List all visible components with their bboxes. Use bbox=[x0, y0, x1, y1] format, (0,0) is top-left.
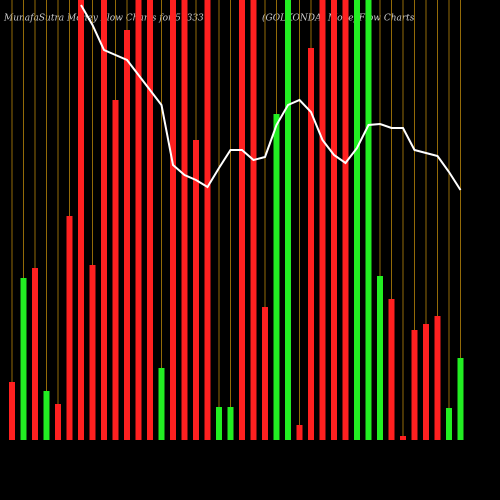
bar bbox=[308, 48, 314, 440]
bar bbox=[262, 307, 268, 440]
bar bbox=[319, 0, 326, 440]
bar bbox=[285, 0, 291, 440]
bar bbox=[400, 436, 406, 440]
bar bbox=[170, 0, 176, 440]
bar bbox=[457, 358, 464, 440]
bar bbox=[181, 0, 188, 440]
bar bbox=[20, 278, 27, 440]
bar bbox=[124, 30, 130, 440]
bar bbox=[204, 0, 211, 440]
bar bbox=[193, 140, 199, 440]
bar bbox=[158, 368, 165, 440]
bar bbox=[331, 0, 337, 440]
bar bbox=[388, 299, 395, 440]
bar bbox=[342, 0, 349, 440]
bar bbox=[43, 391, 50, 440]
bar bbox=[32, 268, 38, 440]
bar bbox=[365, 0, 372, 440]
bar bbox=[9, 382, 15, 440]
bar bbox=[55, 404, 61, 440]
bar bbox=[135, 0, 142, 440]
bar bbox=[239, 0, 245, 440]
bar bbox=[423, 324, 429, 440]
bar bbox=[446, 408, 452, 440]
bar bbox=[434, 316, 441, 440]
bar bbox=[78, 0, 84, 440]
bar bbox=[273, 114, 280, 440]
bar bbox=[66, 216, 73, 440]
bar bbox=[296, 425, 303, 440]
line bbox=[80, 4, 462, 191]
bar bbox=[101, 0, 107, 440]
bar bbox=[89, 265, 96, 440]
bar bbox=[216, 407, 222, 440]
plot-area bbox=[9, 0, 464, 440]
chart-subtitle: (GOLKONDA) MoneyFlow Charts bbox=[262, 13, 415, 24]
bar bbox=[112, 100, 119, 440]
bar bbox=[147, 0, 153, 440]
bar bbox=[411, 330, 418, 440]
bar bbox=[354, 0, 360, 440]
bar bbox=[377, 276, 383, 440]
bar bbox=[227, 407, 234, 440]
bar bbox=[250, 0, 257, 440]
